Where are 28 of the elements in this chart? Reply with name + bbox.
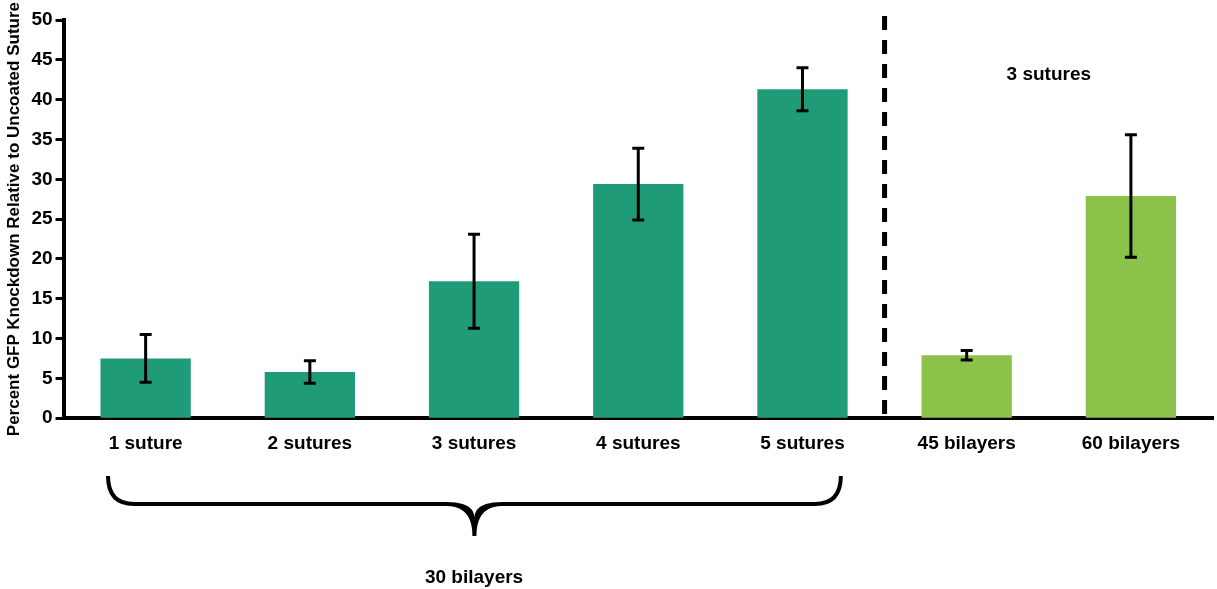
x-tick-label: 1 suture <box>108 431 183 453</box>
x-tick-label: 2 sutures <box>267 431 353 453</box>
y-tick-label: 25 <box>31 207 53 229</box>
bar <box>1085 196 1177 418</box>
bar <box>757 89 848 418</box>
x-tick-label: 45 bilayers <box>917 431 1016 453</box>
y-tick-label: 35 <box>31 127 53 149</box>
y-tick-label: 40 <box>31 87 53 109</box>
bar <box>100 358 191 418</box>
bar <box>921 355 1012 418</box>
x-tick-label: 3 sutures <box>431 431 517 453</box>
y-tick-label: 10 <box>31 326 53 348</box>
x-tick-label: 4 sutures <box>596 431 681 453</box>
bar <box>428 281 520 418</box>
y-axis-title: Percent GFP Knockdown Relative to Uncoated Suture <box>3 1 23 437</box>
y-tick-label: 30 <box>31 167 53 189</box>
annotation: 3 sutures <box>1006 63 1092 84</box>
y-tick-label: 45 <box>31 48 53 70</box>
y-tick-label: 15 <box>31 286 53 308</box>
y-tick-label: 5 <box>41 366 53 388</box>
text: 30 bilayers <box>424 566 524 587</box>
x-tick-label: 60 bilayers <box>1081 431 1181 453</box>
y-tick-label: 0 <box>41 406 53 428</box>
y-tick-label: 20 <box>31 247 53 269</box>
y-tick-label: 50 <box>31 8 53 30</box>
bar <box>264 372 356 418</box>
x-tick-label: 5 sutures <box>760 431 845 453</box>
bar <box>593 184 684 418</box>
